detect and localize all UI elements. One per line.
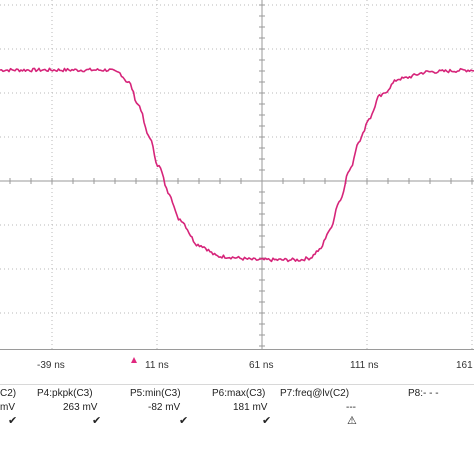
x-tick-label: 11 ns [145,360,169,371]
measure-p5-status-icon: ✔ [179,415,189,427]
measure-p3-label[interactable]: C2) [0,388,17,399]
measure-p3-value: mV [0,402,15,413]
waveform-display [0,0,474,350]
measure-p6-status-icon: ✔ [262,415,272,427]
x-tick-label: 161 ns [456,360,474,371]
measure-p5-value: -82 mV [148,402,181,413]
trigger-marker [131,357,137,363]
measure-p4-label[interactable]: P4:pkpk(C3) [37,388,93,399]
measure-p4-status-icon: ✔ [92,415,102,427]
measure-p4-value: 263 mV [63,402,98,413]
trace-c3-waveform [0,67,474,263]
x-tick-label: 61 ns [249,360,274,371]
measure-p5-label[interactable]: P5:min(C3) [130,388,181,399]
measure-p6-value: 181 mV [233,402,268,413]
measure-p7-warning-icon: ⚠ [347,415,357,427]
measure-p7-label[interactable]: P7:freq@lv(C2) [280,388,350,399]
measure-p7-value: --- [346,402,356,413]
x-tick-label: 111 ns [350,360,379,371]
measure-p6-label[interactable]: P6:max(C3) [212,388,266,399]
measure-p3-status-icon: ✔ [8,415,18,427]
measurement-separator [0,384,474,385]
x-tick-label: -39 ns [37,360,65,371]
measure-p8-label[interactable]: P8:- - - [408,388,439,399]
